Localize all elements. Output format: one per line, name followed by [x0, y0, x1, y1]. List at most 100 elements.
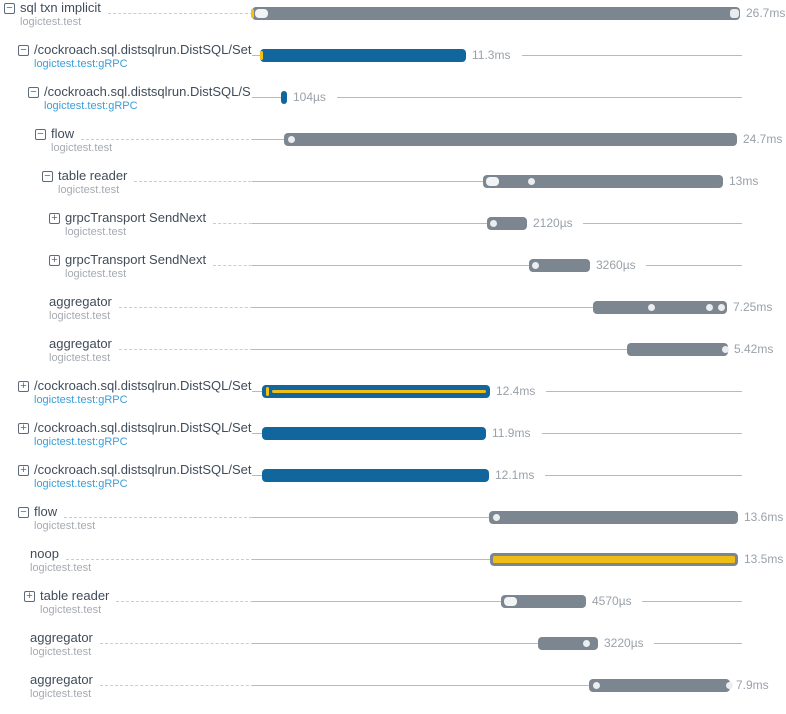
dash-connector [116, 589, 278, 602]
tree-toggle-icon[interactable]: − [35, 129, 46, 140]
span-row[interactable]: aggregator logictest.test 7.25ms [0, 294, 786, 336]
span-bar[interactable] [487, 217, 527, 230]
span-row[interactable]: + grpcTransport SendNext logictest.test … [0, 252, 786, 294]
span-text-column: /cockroach.sql.distsqlrun.DistSQL/Set lo… [34, 43, 274, 70]
span-label: − flow logictest.test [0, 505, 274, 532]
span-bar[interactable] [284, 133, 737, 146]
span-subtitle: logictest.test:gRPC [34, 436, 128, 448]
span-title: flow [34, 505, 58, 519]
span-bar[interactable] [483, 175, 723, 188]
span-title: aggregator [30, 673, 93, 687]
span-duration: 13.5ms [744, 552, 784, 566]
span-text-column: aggregator logictest.test [30, 631, 286, 658]
span-text-column: /cockroach.sql.distsqlrun.DistSQL/Set lo… [34, 421, 274, 448]
span-label: + table reader logictest.test [0, 589, 280, 616]
dash-connector [65, 547, 284, 560]
tree-toggle-icon[interactable]: + [18, 423, 29, 434]
dash-connector [118, 337, 303, 350]
span-row[interactable]: aggregator logictest.test 7.9ms [0, 672, 786, 714]
span-bar[interactable] [262, 469, 489, 482]
span-subtitle: logictest.test [34, 520, 96, 532]
span-title: /cockroach.sql.distsqlrun.DistSQL/Set [34, 43, 252, 57]
span-row[interactable]: − /cockroach.sql.distsqlrun.DistSQL/Set … [0, 42, 786, 84]
tree-toggle-icon[interactable]: + [18, 381, 29, 392]
span-event-marker [504, 597, 517, 606]
span-text-column: /cockroach.sql.distsqlrun.DistSQL/Set lo… [34, 463, 274, 490]
span-bar[interactable] [589, 679, 730, 692]
span-row[interactable]: − flow logictest.test 24.7ms [0, 126, 786, 168]
span-bar[interactable] [529, 259, 590, 272]
span-row[interactable]: + /cockroach.sql.distsqlrun.DistSQL/Set … [0, 378, 786, 420]
span-duration: 2120µs [533, 216, 573, 230]
span-title: aggregator [49, 295, 112, 309]
span-event-marker [486, 177, 499, 186]
span-bar[interactable] [627, 343, 728, 356]
span-duration: 12.1ms [495, 468, 535, 482]
span-subtitle: logictest.test [49, 352, 111, 364]
tree-toggle-icon[interactable]: + [49, 213, 60, 224]
span-row[interactable]: − flow logictest.test 13.6ms [0, 504, 786, 546]
span-title: /cockroach.sql.distsqlrun.DistSQL/Set [34, 379, 252, 393]
tree-toggle-icon[interactable]: + [18, 465, 29, 476]
span-row[interactable]: noop logictest.test 13.5ms [0, 546, 786, 588]
span-event-marker [730, 9, 739, 18]
span-bar[interactable] [262, 427, 486, 440]
tree-toggle-icon[interactable]: − [28, 87, 39, 98]
timeline-lead-line [252, 97, 281, 98]
dash-connector [107, 1, 258, 14]
span-row[interactable]: − /cockroach.sql.distsqlrun.DistSQL/S lo… [0, 84, 786, 126]
span-row[interactable]: aggregator logictest.test 5.42ms [0, 336, 786, 378]
tree-toggle-icon[interactable]: + [49, 255, 60, 266]
timeline-lead-line [252, 433, 262, 434]
span-subtitle: logictest.test [49, 310, 111, 322]
dash-connector [118, 295, 303, 308]
tree-toggle-icon[interactable]: + [24, 591, 35, 602]
span-row[interactable]: aggregator logictest.test 3220µs [0, 630, 786, 672]
span-row[interactable]: + grpcTransport SendNext logictest.test … [0, 210, 786, 252]
span-event-marker [583, 640, 590, 647]
dash-connector [64, 505, 272, 518]
span-bar[interactable] [489, 511, 738, 524]
span-bar[interactable] [281, 91, 287, 104]
timeline-lead-line [252, 55, 260, 56]
span-duration: 11.9ms [492, 426, 531, 440]
span-duration: 11.3ms [472, 48, 511, 62]
span-event-marker [648, 304, 655, 311]
span-row[interactable]: − sql txn implicit logictest.test 26.7ms [0, 0, 786, 42]
span-label: + grpcTransport SendNext logictest.test [0, 211, 305, 238]
span-duration: 13ms [729, 174, 759, 188]
tree-toggle-icon[interactable]: − [18, 507, 29, 518]
timeline-lead-line [252, 601, 501, 602]
timeline-lead-line [252, 307, 593, 308]
span-bar[interactable] [501, 595, 586, 608]
span-row[interactable]: + /cockroach.sql.distsqlrun.DistSQL/Set … [0, 462, 786, 504]
span-bar[interactable] [260, 49, 466, 62]
span-bar[interactable] [252, 7, 740, 20]
timeline-lead-line [252, 391, 262, 392]
span-bar[interactable] [593, 301, 727, 314]
span-subtitle: logictest.test [30, 562, 92, 574]
tree-toggle-icon[interactable]: − [4, 3, 15, 14]
span-event-marker [493, 556, 735, 563]
span-row[interactable]: − table reader logictest.test 13ms [0, 168, 786, 210]
span-duration: 7.9ms [736, 678, 769, 692]
span-duration: 5.42ms [734, 342, 774, 356]
span-label: − flow logictest.test [0, 127, 291, 154]
span-text-column: noop logictest.test [30, 547, 286, 574]
span-subtitle: logictest.test [51, 142, 113, 154]
span-subtitle: logictest.test:gRPC [44, 100, 138, 112]
tree-toggle-icon[interactable]: − [42, 171, 53, 182]
span-title: grpcTransport SendNext [65, 211, 207, 225]
span-row[interactable]: + table reader logictest.test 4570µs [0, 588, 786, 630]
span-subtitle: logictest.test:gRPC [34, 394, 128, 406]
span-label: − /cockroach.sql.distsqlrun.DistSQL/S lo… [0, 85, 284, 112]
span-event-marker [593, 682, 600, 689]
span-duration: 24.7ms [743, 132, 783, 146]
tree-toggle-icon[interactable]: − [18, 45, 29, 56]
span-row[interactable]: + /cockroach.sql.distsqlrun.DistSQL/Set … [0, 420, 786, 462]
span-title: sql txn implicit [20, 1, 101, 15]
span-duration: 3220µs [604, 636, 644, 650]
span-subtitle: logictest.test [40, 604, 102, 616]
span-text-column: flow logictest.test [34, 505, 274, 532]
